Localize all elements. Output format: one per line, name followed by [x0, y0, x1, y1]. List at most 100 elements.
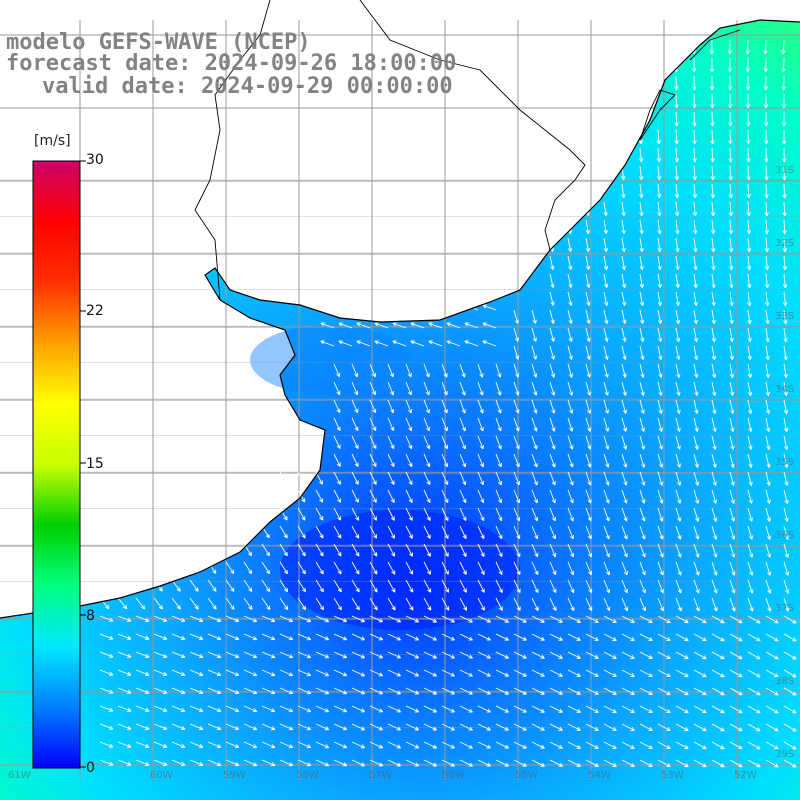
wind-arrow — [765, 399, 771, 414]
wind-arrow — [729, 597, 736, 612]
wind-arrow — [531, 615, 545, 623]
wind-arrow — [531, 651, 545, 659]
wind-arrow — [603, 201, 608, 217]
wind-arrow — [531, 597, 539, 611]
wind-arrow — [531, 561, 539, 576]
wind-arrow — [765, 687, 779, 696]
wind-arrow — [639, 381, 645, 396]
wind-arrow — [531, 327, 537, 342]
wind-arrow — [392, 304, 407, 311]
wind-arrow — [153, 759, 168, 766]
wind-arrow — [441, 669, 455, 677]
wind-arrow — [189, 669, 204, 677]
wind-arrow — [477, 381, 484, 396]
wind-arrow — [674, 165, 680, 181]
wind-arrow — [99, 615, 114, 622]
wind-arrow — [603, 705, 617, 713]
wind-arrow — [783, 543, 789, 558]
wind-arrow — [693, 759, 707, 768]
wind-arrow — [423, 687, 438, 695]
wind-arrow — [243, 723, 258, 731]
wind-arrow — [567, 327, 573, 342]
wind-arrow — [387, 363, 394, 378]
wind-arrow — [549, 345, 555, 360]
wind-arrow — [765, 597, 772, 612]
wind-arrow — [585, 633, 599, 641]
wind-arrow — [639, 687, 653, 696]
wind-arrow — [603, 507, 610, 522]
wind-arrow — [783, 363, 788, 379]
wind-arrow — [765, 363, 770, 379]
wind-arrow — [765, 417, 771, 432]
wind-arrow — [692, 111, 697, 127]
wind-arrow — [747, 291, 752, 307]
wind-arrow — [459, 381, 466, 396]
wind-arrow — [531, 669, 545, 677]
wind-arrow — [657, 507, 664, 522]
wind-arrow — [261, 543, 270, 557]
wind-arrow — [441, 453, 449, 468]
wind-arrow — [369, 651, 384, 659]
wind-arrow — [153, 579, 163, 592]
wind-arrow — [711, 417, 717, 432]
wind-arrow — [603, 345, 609, 360]
wind-arrow — [513, 363, 520, 378]
wind-arrow — [531, 399, 538, 414]
wind-arrow — [621, 723, 635, 731]
wind-arrow — [674, 75, 679, 91]
wind-arrow — [657, 471, 664, 486]
wind-arrow — [315, 759, 330, 767]
wind-arrow — [243, 741, 258, 749]
wind-arrow — [585, 435, 592, 450]
wind-arrow — [495, 723, 509, 731]
wind-arrow — [711, 669, 725, 678]
wind-arrow — [423, 705, 438, 713]
wind-arrow — [763, 111, 769, 127]
wind-arrow — [405, 507, 413, 521]
wind-arrow — [711, 651, 725, 660]
wind-arrow — [711, 561, 718, 576]
wind-arrow — [459, 561, 467, 575]
wind-arrow — [693, 273, 698, 289]
wind-arrow — [567, 597, 575, 612]
wind-arrow — [621, 435, 628, 450]
wind-arrow — [747, 633, 761, 642]
wind-arrow — [477, 417, 484, 432]
wind-arrow — [783, 669, 797, 678]
wind-arrow — [729, 759, 743, 768]
wind-arrow — [621, 147, 626, 163]
wind-arrow — [567, 435, 574, 450]
wind-arrow — [117, 615, 132, 622]
wind-arrow — [675, 615, 689, 624]
estuary-patch — [250, 325, 410, 395]
wind-arrow — [320, 340, 335, 347]
wind-arrow — [657, 615, 671, 624]
wind-arrow — [99, 723, 114, 730]
wind-arrow — [693, 741, 707, 750]
wind-arrow — [369, 723, 384, 731]
wind-arrow — [189, 579, 199, 592]
wind-arrow — [333, 471, 341, 485]
wind-arrow — [567, 507, 574, 522]
wind-arrow — [279, 561, 288, 575]
wind-arrow — [693, 363, 699, 378]
wind-arrow — [387, 453, 395, 468]
wind-arrow — [567, 543, 575, 558]
wind-arrow — [441, 723, 455, 731]
wind-arrow — [441, 363, 448, 378]
wind-arrow — [549, 435, 556, 450]
wind-arrow — [621, 651, 635, 659]
wind-arrow — [333, 453, 341, 467]
wind-arrow — [135, 741, 150, 748]
wind-arrow — [675, 327, 681, 342]
wind-arrow — [333, 417, 341, 432]
wind-arrow — [747, 489, 753, 504]
wind-arrow — [585, 471, 592, 486]
wind-arrow — [207, 759, 222, 767]
wind-arrow — [675, 597, 682, 612]
wind-arrow — [495, 381, 502, 396]
wind-arrow — [477, 561, 485, 575]
wind-arrow — [441, 471, 449, 486]
wind-arrow — [315, 651, 330, 659]
wind-arrow — [189, 651, 204, 659]
